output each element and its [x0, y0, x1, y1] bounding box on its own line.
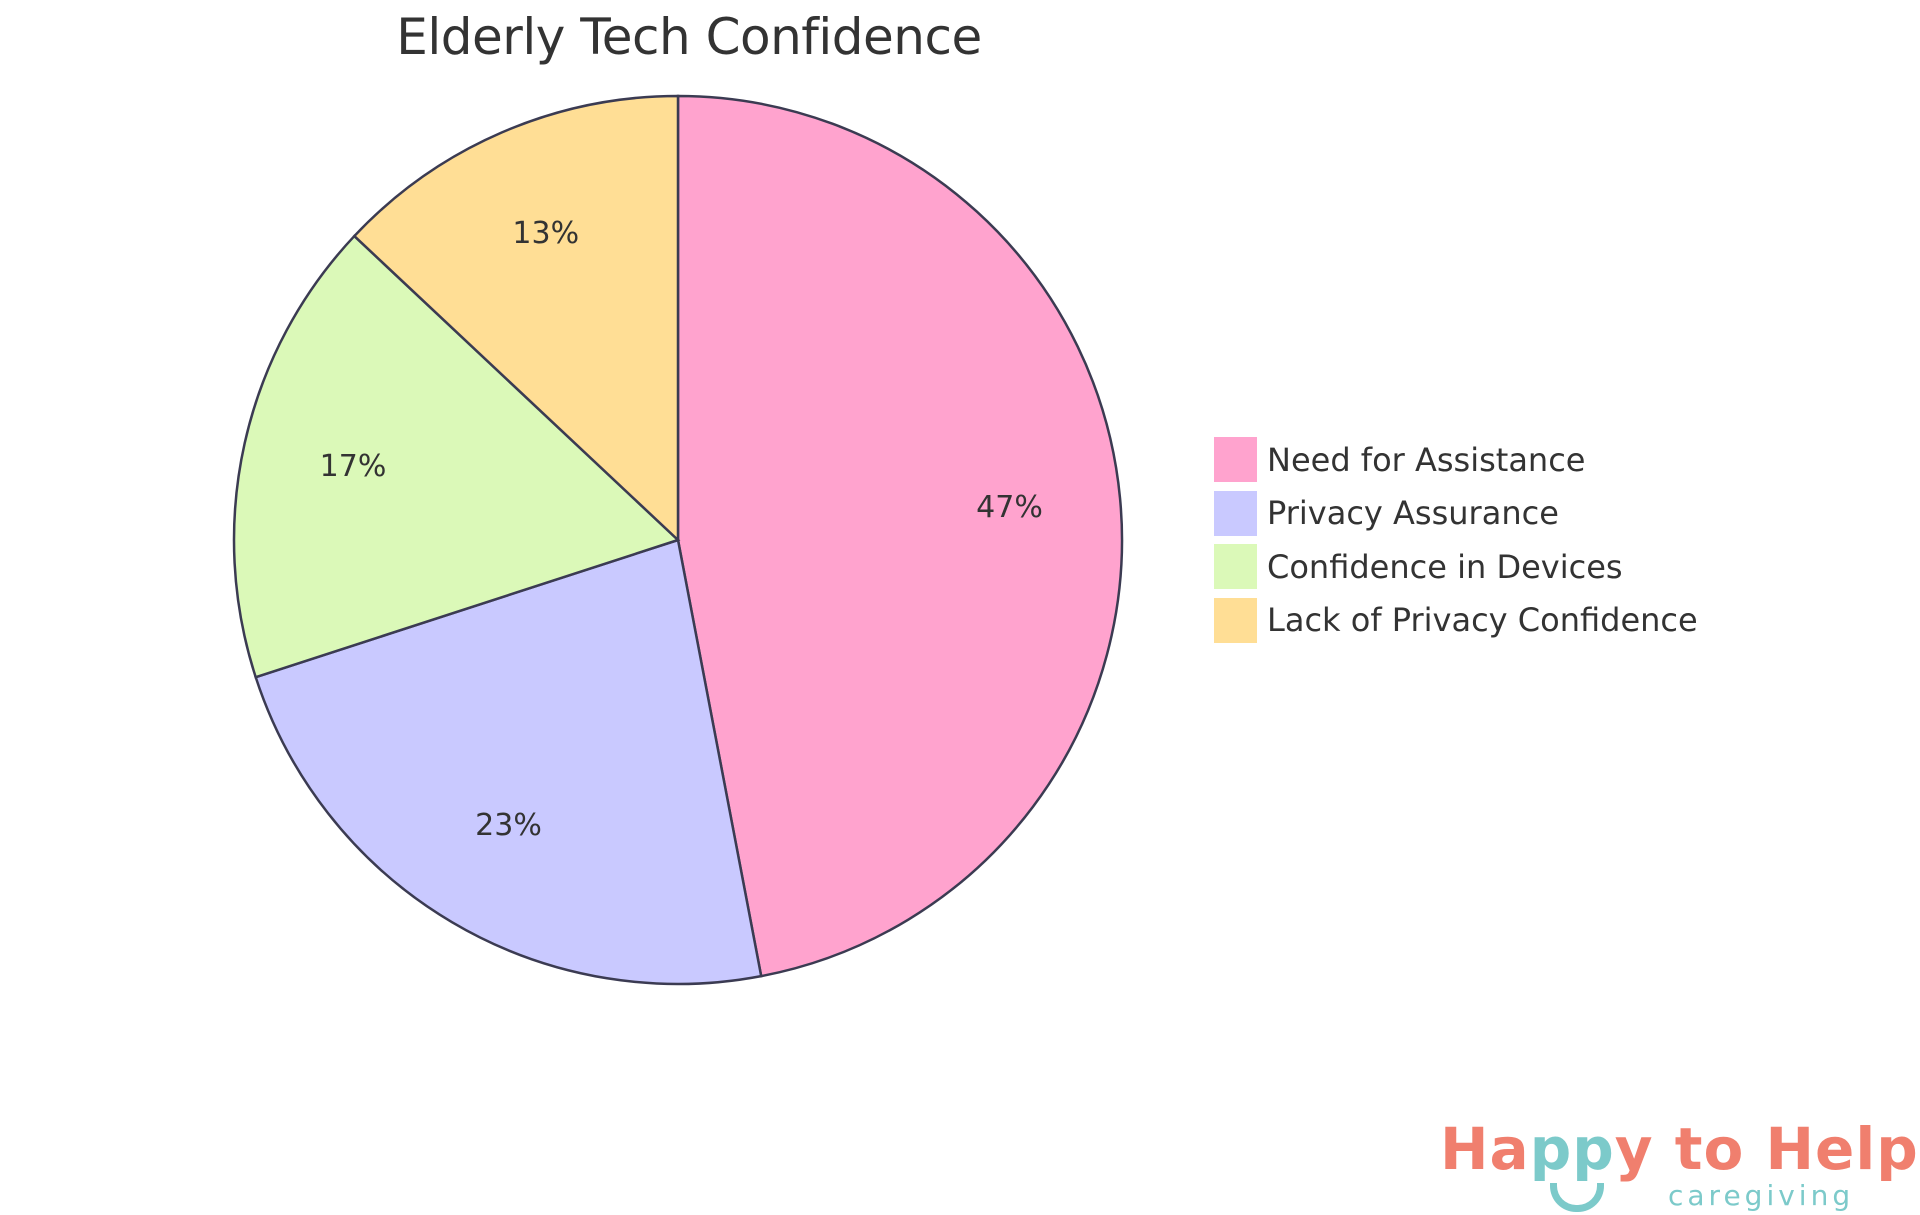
logo-subtitle: caregiving [1668, 1179, 1855, 1212]
chart-title: Elderly Tech Confidence [396, 8, 982, 66]
legend-swatch [1214, 490, 1257, 536]
happy-to-help-logo: Happy to Help caregiving [1440, 1115, 1918, 1215]
legend-swatch [1214, 544, 1257, 590]
logo-wordmark: Happy to Help [1440, 1115, 1919, 1183]
logo-text-part3: y to Help [1614, 1115, 1919, 1183]
pie-labels: 47% 23% 17% 13% [320, 216, 1043, 843]
slice-percent-label: 47% [976, 490, 1043, 525]
legend-label: Need for Assistance [1267, 440, 1586, 479]
legend: Need for Assistance Privacy Assurance Co… [1214, 433, 1698, 647]
logo-text-part2: pp [1529, 1115, 1615, 1183]
legend-item-need-for-assistance: Need for Assistance [1214, 433, 1698, 487]
pie-slice-need-for-assistance [676, 94, 1124, 978]
slice-percent-label: 17% [320, 449, 387, 484]
smile-icon [1550, 1183, 1604, 1212]
pie-slice-privacy-assurance [254, 538, 763, 986]
slice-percent-label: 23% [475, 808, 542, 843]
legend-label: Privacy Assurance [1267, 494, 1559, 533]
legend-item-lack-of-privacy-confidence: Lack of Privacy Confidence [1214, 594, 1698, 648]
logo-text-part1: Ha [1440, 1115, 1530, 1183]
pie-slice-lack-of-privacy-confidence [352, 94, 680, 543]
pie-slice-confidence-in-devices [232, 234, 681, 679]
slice-percent-label: 13% [512, 216, 579, 251]
legend-swatch [1214, 597, 1257, 643]
legend-swatch [1214, 437, 1257, 483]
legend-item-privacy-assurance: Privacy Assurance [1214, 487, 1698, 541]
pie-slices [232, 94, 1124, 986]
legend-label: Lack of Privacy Confidence [1267, 601, 1698, 640]
legend-label: Confidence in Devices [1267, 547, 1623, 586]
legend-item-confidence-in-devices: Confidence in Devices [1214, 540, 1698, 594]
